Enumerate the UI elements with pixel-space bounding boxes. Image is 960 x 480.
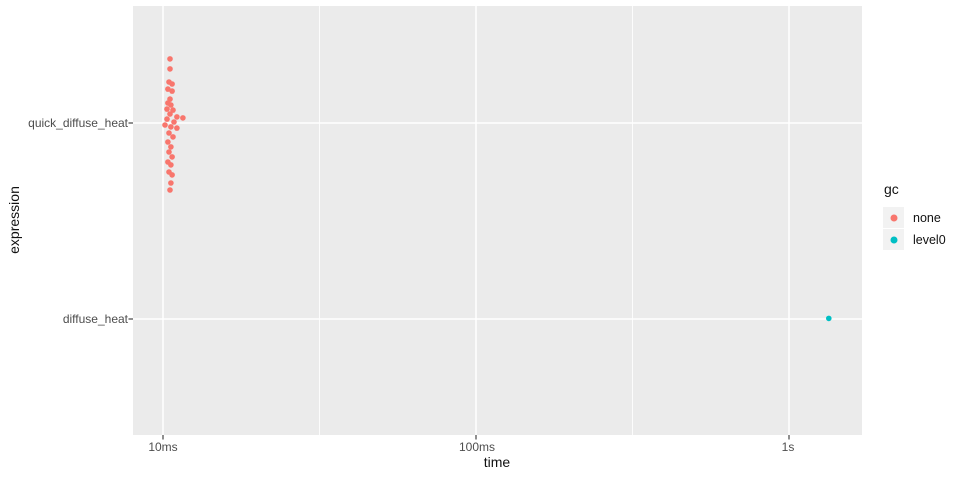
legend-label-none: none	[913, 210, 941, 225]
legend-dot-none-icon	[890, 214, 897, 221]
x-tick-label-100ms: 100ms	[458, 440, 496, 454]
data-point-none	[169, 88, 175, 94]
data-point-none	[170, 107, 176, 113]
legend-dot-level0-icon	[890, 236, 897, 243]
data-point-none	[168, 162, 174, 168]
axis-tick-marks	[128, 122, 790, 440]
data-point-none	[170, 134, 176, 140]
data-point-none	[168, 124, 174, 130]
y-axis-title: expression	[6, 186, 22, 254]
plot-panel-background	[133, 6, 862, 435]
data-point-none	[168, 144, 174, 150]
data-point-none	[169, 172, 175, 178]
data-point-none	[169, 154, 175, 160]
legend: gc none level0	[883, 181, 946, 251]
y-tick-label-quick-diffuse-heat: quick_diffuse_heat	[28, 116, 128, 130]
data-point-none	[164, 116, 170, 122]
data-point-none	[171, 119, 177, 125]
legend-label-level0: level0	[913, 232, 946, 247]
legend-entry-none: none	[883, 207, 946, 228]
data-point-none	[166, 130, 172, 136]
data-points	[162, 56, 832, 322]
data-point-level0	[826, 315, 832, 322]
data-point-none	[168, 180, 174, 186]
legend-entry-level0: level0	[883, 229, 946, 250]
gridlines	[133, 6, 862, 435]
data-point-none	[180, 115, 186, 121]
data-point-none	[166, 149, 172, 155]
x-tick-label-10ms: 10ms	[148, 440, 178, 454]
legend-key-box	[883, 229, 904, 250]
data-point-none	[165, 139, 171, 145]
y-tick-label-diffuse-heat: diffuse_heat	[62, 312, 128, 326]
data-point-none	[162, 122, 168, 128]
data-point-none	[165, 86, 171, 92]
data-point-none	[167, 111, 173, 117]
data-point-none	[174, 114, 180, 120]
data-point-none	[167, 66, 173, 72]
legend-key-box	[883, 207, 904, 228]
x-tick-label-1s: 1s	[781, 440, 795, 454]
x-axis-title: time	[483, 454, 511, 470]
legend-title: gc	[884, 181, 899, 197]
data-point-none	[169, 81, 175, 87]
data-point-none	[168, 102, 174, 108]
data-point-none	[164, 106, 170, 112]
data-point-none	[167, 56, 173, 62]
data-point-none	[167, 187, 173, 193]
data-point-none	[174, 125, 180, 131]
